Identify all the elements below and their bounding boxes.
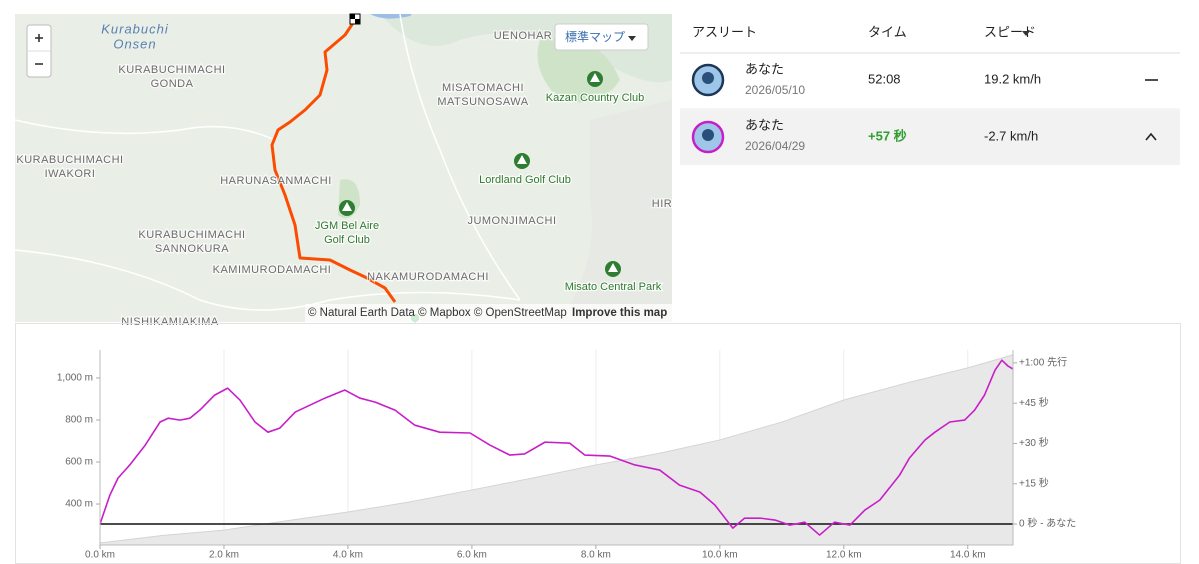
- poi-label: Lordland Golf Club: [479, 174, 571, 186]
- elevation-area: [99, 354, 1014, 546]
- athlete-name: あなた: [745, 117, 784, 132]
- map-label: KAMIMURODAMACHI: [213, 264, 332, 276]
- y2-tick-label: +15 秒: [1019, 476, 1049, 489]
- attribution-background: [305, 304, 672, 322]
- chart: 0 秒 - あなた +15 秒 +30 秒 +45 秒 +1:00 先行 400 m 600…: [57, 350, 1076, 561]
- zoom-control: [26, 24, 52, 78]
- map-label: IWAKORI: [45, 168, 96, 180]
- athlete-name: あなた: [745, 61, 784, 76]
- y2-tick-label: +30 秒: [1019, 436, 1049, 449]
- avatar-figure: [702, 129, 714, 141]
- water: [370, 14, 412, 19]
- map-label: KURABUCHIMACHI: [138, 229, 245, 241]
- y-tick-label: 1,000 m: [57, 373, 93, 384]
- map-label: HIR: [652, 198, 672, 210]
- x-tick-label: 0.0 km: [85, 550, 115, 561]
- park-area: [537, 38, 620, 103]
- x-tick-label: 4.0 km: [333, 550, 363, 561]
- effort-speed: 19.2 km/h: [984, 71, 1041, 86]
- column-header[interactable]: スピード: [984, 24, 1036, 39]
- effort-speed: -2.7 km/h: [984, 128, 1038, 143]
- time-gap-line: [99, 359, 1014, 536]
- x-tick-label: 6.0 km: [457, 550, 487, 561]
- y-tick-label: 800 m: [65, 415, 93, 426]
- map-label: Kurabuchi: [101, 21, 169, 36]
- zoom-in[interactable]: [35, 34, 43, 42]
- map-label: Onsen: [113, 36, 156, 51]
- map-label: UENOHAR: [494, 30, 553, 42]
- column-header: アスリート: [692, 24, 757, 39]
- map-label: NISHIKAMIAKIMA: [121, 316, 219, 328]
- map-label: GONDA: [151, 78, 194, 90]
- y2-tick-label: 0 秒 - あなた: [1019, 517, 1076, 530]
- effort-time: 52:08: [868, 71, 901, 86]
- map-label: KURABUCHIMACHI: [118, 64, 225, 76]
- y2-tick-label: +45 秒: [1019, 396, 1049, 409]
- map-label: SANNOKURA: [155, 243, 229, 255]
- sort-arrow: [1022, 31, 1030, 36]
- poi-label: Kazan Country Club: [546, 92, 644, 104]
- y-tick-label: 600 m: [65, 457, 93, 468]
- map-label: JUMONJIMACHI: [467, 215, 556, 227]
- y2-tick-label: +1:00 先行: [1019, 356, 1067, 369]
- x-tick-label: 14.0 km: [950, 550, 986, 561]
- attribution: © Natural Earth Data © Mapbox © OpenStre…: [308, 307, 567, 319]
- route: [270, 19, 397, 303]
- leaderboard-table: アスリート タイム スピード あなた 2026/05/10 52:08 19.2…: [680, 24, 1180, 165]
- map-style-label: 標準マップ: [565, 29, 625, 44]
- finish-flag: [349, 13, 361, 25]
- poi-label: Misato Central Park: [565, 281, 662, 293]
- map-label: MATSUNOSAWA: [437, 96, 528, 108]
- urban-area: [560, 100, 672, 322]
- map-label: NAKAMURODAMACHI: [367, 271, 489, 283]
- effort-date: 2026/05/10: [745, 83, 805, 97]
- poi-label: Golf Club: [324, 234, 370, 246]
- map-label: HARUNASANMACHI: [220, 175, 332, 187]
- x-tick-label: 12.0 km: [826, 550, 862, 561]
- poi-label: JGM Bel Aire: [315, 220, 379, 232]
- x-tick-label: 8.0 km: [581, 550, 611, 561]
- avatar-figure: [702, 72, 714, 84]
- x-tick-label: 10.0 km: [702, 550, 738, 561]
- poi-tree: [342, 73, 618, 272]
- column-header: タイム: [868, 24, 907, 39]
- roads: [14, 13, 521, 311]
- expand-icon[interactable]: [1145, 132, 1157, 141]
- map-label: MISATOMACHI: [442, 82, 524, 94]
- map[interactable]: Kurabuchi Onsen KURABUCHIMACHI GONDA UEN…: [14, 13, 673, 329]
- y-tick-label: 400 m: [65, 499, 93, 510]
- x-tick-label: 2.0 km: [209, 550, 239, 561]
- selected-row[interactable]: [680, 110, 1180, 165]
- dropdown-arrow: [628, 36, 636, 41]
- effort-date: 2026/04/29: [745, 139, 805, 153]
- effort-time-gap: +57 秒: [868, 128, 907, 143]
- map-style-dropdown[interactable]: 標準マップ: [554, 23, 649, 51]
- map-label: KURABUCHIMACHI: [16, 154, 123, 166]
- terrain: [15, 14, 672, 322]
- improve-map-link[interactable]: Improve this map: [572, 307, 667, 319]
